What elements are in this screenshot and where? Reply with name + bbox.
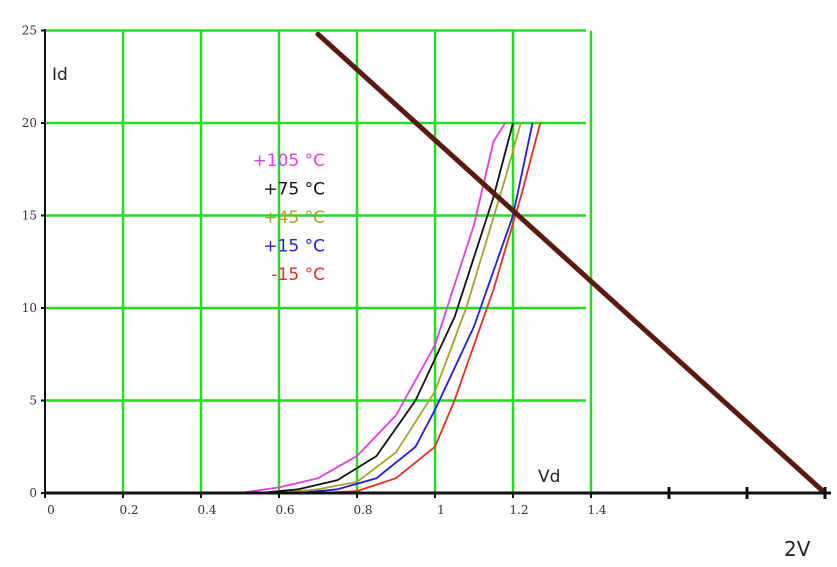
x-tick-label: 0 (47, 503, 55, 517)
legend-entry: +45 °C (263, 208, 325, 228)
legend-entry: +15 °C (263, 237, 325, 257)
axes (41, 29, 831, 499)
y-tick-label: 5 (29, 394, 37, 408)
y-tick-label: 25 (22, 24, 37, 38)
y-tick-label: 10 (22, 301, 37, 315)
x-tick-label: 0.2 (119, 503, 138, 517)
y-axis-label: Id (52, 65, 68, 85)
grid (45, 29, 593, 493)
x-tick-label: 1 (437, 503, 445, 517)
legend-entry: -15 °C (271, 265, 325, 285)
x-tick-label: 0.6 (275, 503, 294, 517)
legend-entry: +75 °C (263, 180, 325, 200)
legend-entry: +105 °C (253, 151, 325, 171)
series-line (239, 122, 506, 494)
x-tick-label: 1.2 (509, 503, 528, 517)
series-line (259, 122, 514, 494)
series-line (298, 122, 534, 494)
x-tick-labels: 0 0.2 0.4 0.6 0.8 1 1.2 1.4 (47, 503, 607, 517)
y-tick-label: 20 (22, 116, 37, 130)
load-line (315, 31, 828, 496)
x-tick-label: 0.8 (353, 503, 372, 517)
x-axis-label: Vd (538, 467, 560, 487)
load-line-segment (315, 31, 828, 496)
legend: +105 °C +75 °C +45 °C +15 °C -15 °C (253, 151, 325, 285)
x-tick-label: 1.4 (587, 503, 606, 517)
y-tick-labels: 0 5 10 15 20 25 (22, 24, 37, 501)
x-tick-label: 0.4 (197, 503, 216, 517)
y-tick-label: 15 (22, 209, 37, 223)
end-voltage-label: 2V (784, 537, 811, 561)
y-tick-label: 0 (29, 486, 37, 500)
